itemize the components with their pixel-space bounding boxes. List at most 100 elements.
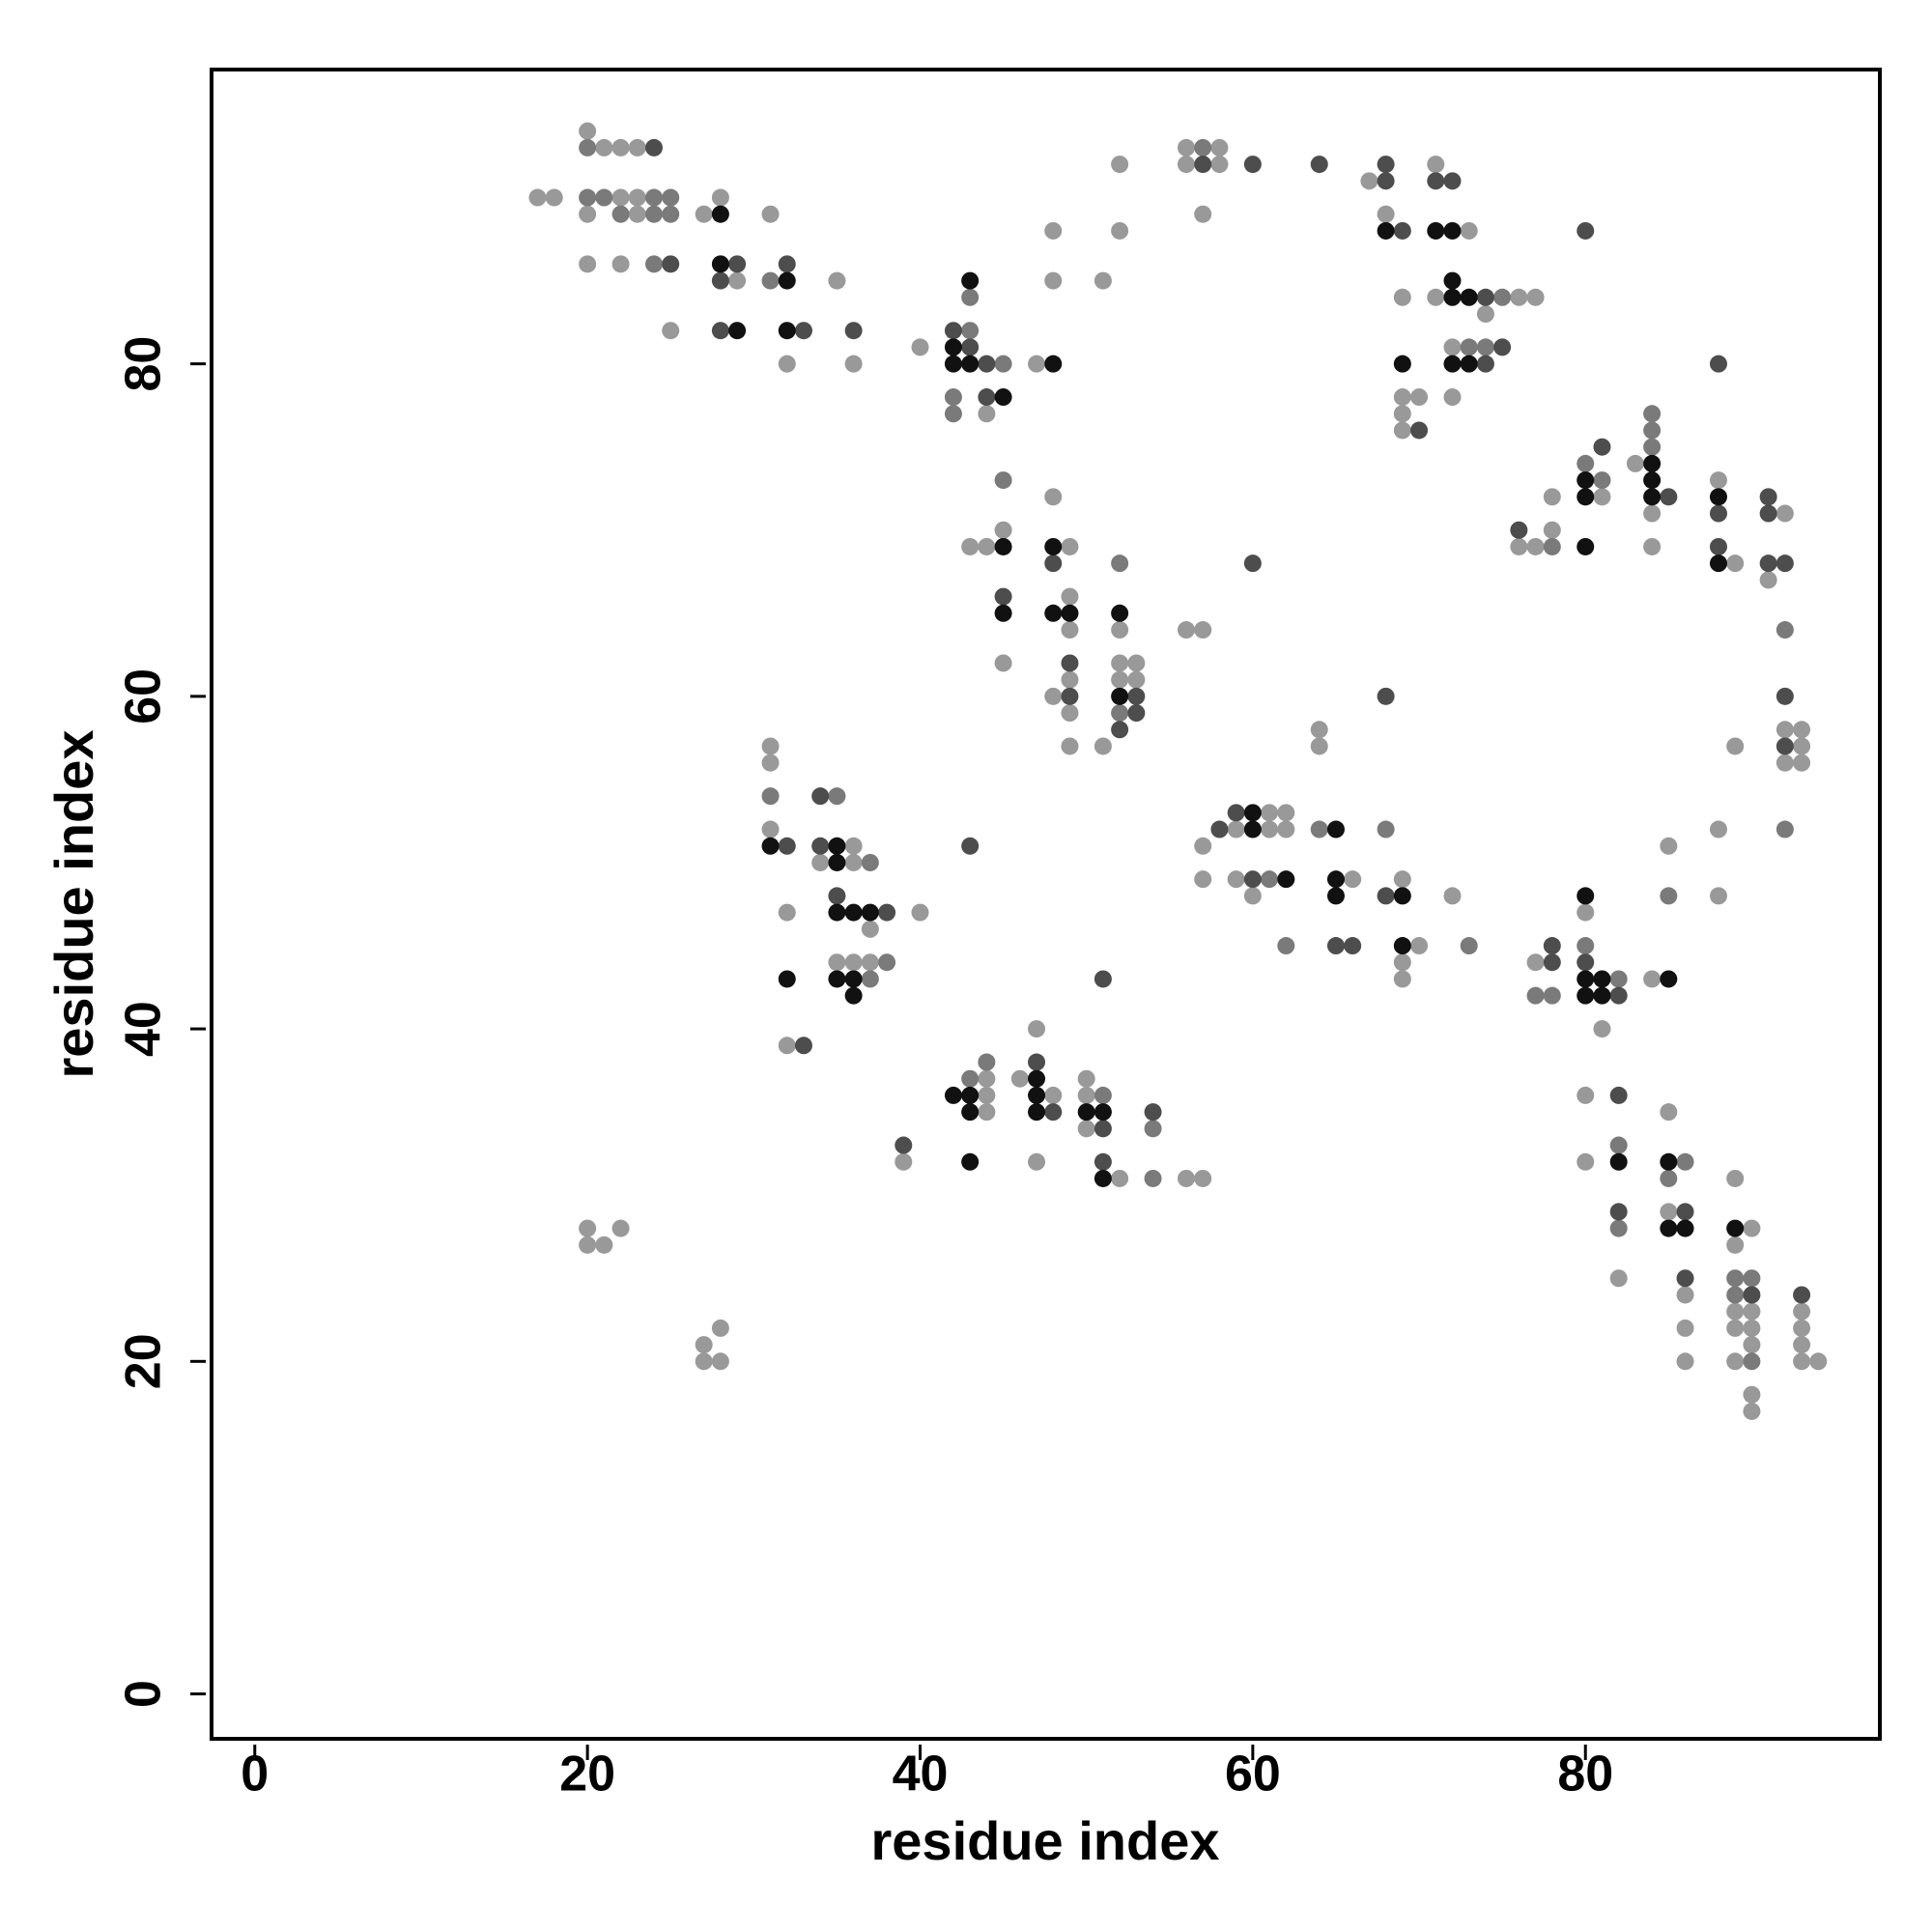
point xyxy=(1676,1352,1694,1371)
point xyxy=(1061,737,1079,755)
point xyxy=(711,271,729,290)
point xyxy=(844,986,863,1005)
point xyxy=(1111,670,1129,689)
point xyxy=(811,837,830,855)
point xyxy=(1310,820,1328,838)
point xyxy=(1094,1103,1112,1122)
point xyxy=(761,271,780,290)
point xyxy=(662,255,680,273)
point xyxy=(944,322,962,340)
point xyxy=(1061,537,1079,555)
point xyxy=(1277,820,1295,838)
point xyxy=(994,521,1012,539)
point xyxy=(1326,887,1345,905)
point xyxy=(1609,1086,1628,1104)
point xyxy=(1443,288,1462,306)
point xyxy=(1776,621,1794,639)
point xyxy=(811,853,830,871)
point xyxy=(1010,1069,1029,1088)
point xyxy=(1194,621,1212,639)
point xyxy=(944,338,962,356)
point xyxy=(1377,156,1395,174)
point xyxy=(1310,737,1328,755)
point xyxy=(978,1103,996,1122)
point xyxy=(761,820,780,838)
point xyxy=(861,920,879,938)
point xyxy=(1709,355,1727,373)
point xyxy=(1377,687,1395,705)
point xyxy=(761,837,780,855)
point xyxy=(1227,804,1245,822)
point xyxy=(1344,937,1362,955)
point xyxy=(1044,604,1063,622)
point xyxy=(1393,388,1411,407)
point xyxy=(1609,1203,1628,1221)
point xyxy=(1243,870,1262,889)
point xyxy=(645,205,664,223)
point xyxy=(1393,887,1411,905)
point xyxy=(1111,221,1129,240)
point xyxy=(1676,1219,1694,1237)
point xyxy=(844,903,863,922)
point xyxy=(1111,721,1129,739)
point xyxy=(1793,1352,1811,1371)
point xyxy=(978,537,996,555)
point xyxy=(1643,537,1662,555)
point xyxy=(1360,172,1378,190)
point xyxy=(1277,870,1295,889)
point xyxy=(728,271,747,290)
point xyxy=(1543,537,1561,555)
point xyxy=(961,338,980,356)
point xyxy=(1510,288,1528,306)
point xyxy=(1643,438,1662,456)
point xyxy=(961,355,980,373)
point xyxy=(1377,172,1395,190)
point xyxy=(1809,1352,1828,1371)
point xyxy=(1028,1020,1046,1038)
point xyxy=(1609,1269,1628,1288)
point xyxy=(1194,1169,1212,1187)
point xyxy=(1061,621,1079,639)
point xyxy=(1460,937,1478,955)
point xyxy=(961,1152,980,1171)
point xyxy=(579,138,597,156)
point xyxy=(828,837,846,855)
point xyxy=(1776,554,1794,573)
point xyxy=(1210,156,1229,174)
point xyxy=(1526,288,1545,306)
point xyxy=(1660,1203,1678,1221)
point xyxy=(711,205,729,223)
point xyxy=(1111,1169,1129,1187)
point xyxy=(1577,454,1595,472)
point xyxy=(1577,887,1595,905)
point xyxy=(1593,1020,1611,1038)
point xyxy=(1393,953,1411,972)
point xyxy=(1609,986,1628,1005)
point xyxy=(978,1069,996,1088)
point xyxy=(711,188,729,207)
point xyxy=(1326,870,1345,889)
point xyxy=(1577,1086,1595,1104)
point xyxy=(1410,421,1429,440)
point xyxy=(1210,138,1229,156)
point xyxy=(1443,388,1462,407)
point xyxy=(1776,687,1794,705)
point xyxy=(1676,1203,1694,1221)
point xyxy=(994,604,1012,622)
point xyxy=(1028,1103,1046,1122)
point xyxy=(1709,537,1727,555)
point xyxy=(711,322,729,340)
point xyxy=(1759,571,1777,589)
point xyxy=(1543,953,1561,972)
point xyxy=(645,138,664,156)
point xyxy=(1194,138,1212,156)
point xyxy=(1377,205,1395,223)
point xyxy=(961,288,980,306)
point xyxy=(1643,970,1662,988)
point xyxy=(1443,172,1462,190)
point xyxy=(579,205,597,223)
point xyxy=(1243,820,1262,838)
point xyxy=(1743,1286,1761,1304)
point xyxy=(1577,221,1595,240)
point xyxy=(1028,1053,1046,1071)
